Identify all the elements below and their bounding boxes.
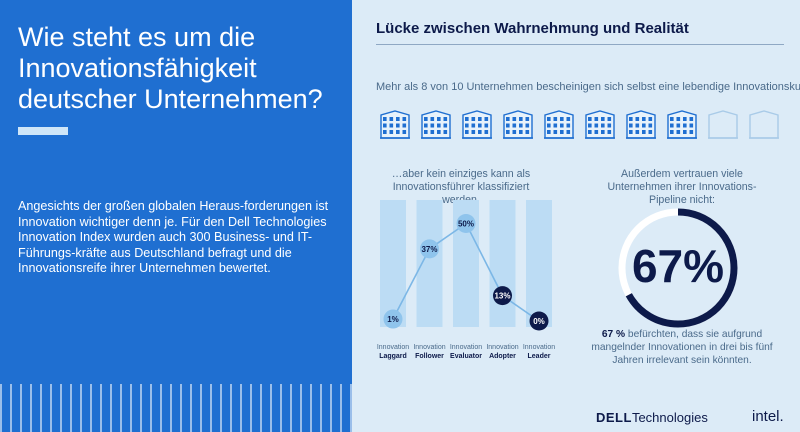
x-tick-label-top: Innovation — [377, 344, 409, 351]
dell-logo-bold: DELL — [596, 410, 632, 425]
building-icon — [379, 109, 411, 139]
chart-column — [380, 200, 406, 327]
data-point — [456, 214, 476, 233]
building-icon — [543, 109, 575, 139]
innovation-chart: 1% Innovation Laggard 37% Innovation Follower… — [352, 190, 572, 390]
dell-logo-rest: Technologies — [631, 410, 708, 425]
title-accent-bar — [18, 127, 68, 135]
innovation-chart-svg: 1% Innovation Laggard 37% Innovation Follower… — [377, 200, 555, 360]
x-tick-label-bottom: Leader — [528, 353, 551, 360]
intel-logo: intel. — [752, 408, 784, 425]
left-panel: Wie steht es um die Innovationsfähigkeit… — [0, 0, 352, 432]
building-icons — [379, 109, 779, 139]
intro-paragraph: Angesichts der großen globalen Heraus-fo… — [18, 199, 329, 276]
x-tick-label-bottom: Evaluator — [450, 353, 482, 360]
x-tick-label-bottom: Laggard — [379, 353, 407, 360]
decorative-stripes — [0, 384, 352, 432]
data-label: 1% — [387, 315, 399, 324]
section-title: Lücke zwischen Wahrnehmung und Realität — [376, 20, 689, 37]
pipeline-note-text: befürchten, dass sie aufgrund mangelnder… — [591, 329, 773, 366]
dell-technologies-logo: DELLTechnologies — [596, 410, 708, 425]
chart-column — [416, 200, 443, 327]
x-tick-label-top: Innovation — [486, 344, 518, 351]
x-tick-label-top: Innovation — [523, 344, 555, 351]
chart-column — [489, 200, 516, 327]
data-point — [420, 239, 439, 259]
building-outline-icon — [707, 109, 739, 139]
x-tick-label-bottom: Adopter — [489, 353, 516, 360]
x-tick-label-top: Innovation — [413, 344, 445, 351]
perception-text: Mehr als 8 von 10 Unternehmen bescheinig… — [376, 81, 800, 93]
section-divider — [376, 44, 784, 45]
pipeline-caption: Außerdem vertrauen viele Unternehmen ihr… — [607, 168, 757, 206]
pipeline-value: 67% — [631, 240, 725, 292]
data-label: 0% — [533, 317, 545, 326]
chart-column — [526, 200, 552, 327]
building-icon — [625, 109, 657, 139]
data-point — [493, 286, 512, 306]
pipeline-note: 67 % befürchten, dass sie aufgrund mange… — [590, 328, 774, 367]
building-icon — [461, 109, 493, 139]
pipeline-ring — [616, 206, 740, 330]
building-icon — [420, 109, 452, 139]
x-tick-label-bottom: Follower — [415, 353, 444, 360]
ring-progress — [618, 208, 738, 328]
building-icon — [584, 109, 616, 139]
data-point — [529, 311, 549, 331]
pipeline-note-bold: 67 % — [601, 329, 626, 340]
right-panel: Lücke zwischen Wahrnehmung und Realität … — [352, 0, 800, 432]
data-label: 13% — [494, 292, 510, 301]
page-title: Wie steht es um die Innovationsfähigkeit… — [18, 22, 323, 114]
data-point — [383, 309, 403, 329]
data-label: 50% — [458, 220, 474, 229]
data-label: 37% — [421, 245, 437, 254]
building-outline-icon — [748, 109, 780, 139]
building-icon — [666, 109, 698, 139]
x-tick-label-top: Innovation — [450, 344, 482, 351]
building-icon — [502, 109, 534, 139]
